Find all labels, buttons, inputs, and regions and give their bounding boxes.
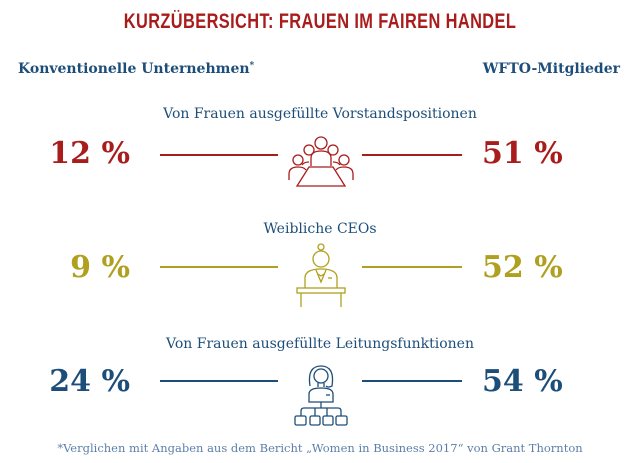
footnote-marker: *: [249, 61, 255, 71]
value-wfto-board: 51 %: [482, 136, 563, 171]
connector-line-right: [362, 266, 462, 268]
connector-line-left: [160, 154, 278, 156]
connector-line-left: [160, 380, 278, 382]
board-meeting-icon: [288, 136, 354, 187]
female-ceo-desk-icon: [296, 243, 346, 307]
column-heading-wfto: WFTO-Mitglieder: [482, 61, 620, 77]
page-title: KURZÜBERSICHT: FRAUEN IM FAIREN HANDEL: [123, 10, 517, 33]
female-manager-org-chart-icon: [294, 365, 348, 426]
row-label-board: Von Frauen ausgefüllte Vorstandsposition…: [163, 106, 477, 122]
value-wfto-ceo: 52 %: [482, 250, 563, 285]
row-label-management: Von Frauen ausgefüllte Leitungsfunktione…: [166, 336, 474, 352]
value-wfto-management: 54 %: [482, 364, 563, 399]
row-label-ceo: Weibliche CEOs: [263, 221, 377, 237]
footnote: *Verglichen mit Angaben aus dem Bericht …: [57, 441, 583, 455]
connector-line-right: [362, 154, 462, 156]
value-conventional-board: 12 %: [49, 136, 130, 171]
connector-line-left: [160, 266, 278, 268]
column-heading-conventional-text: Konventionelle Unternehmen: [18, 61, 250, 77]
value-conventional-ceo: 9 %: [70, 250, 130, 285]
value-conventional-management: 24 %: [49, 364, 130, 399]
column-heading-conventional: Konventionelle Unternehmen*: [18, 61, 254, 77]
connector-line-right: [362, 380, 462, 382]
